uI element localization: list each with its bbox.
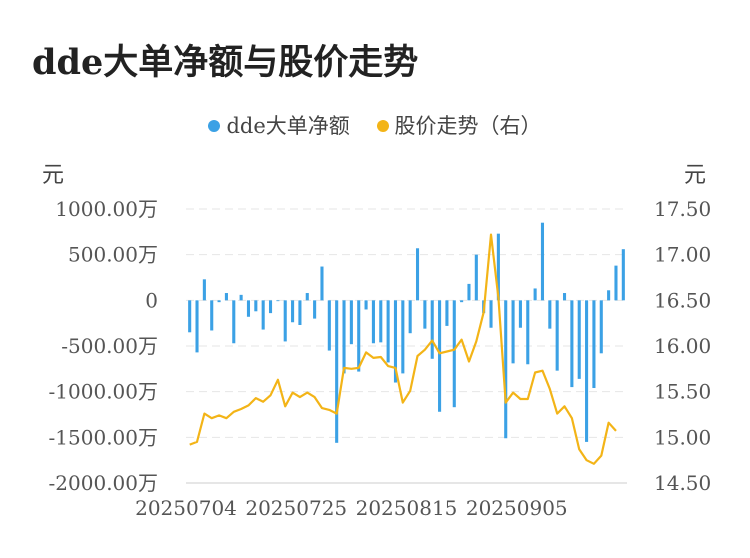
bar [533,288,537,301]
bar [349,300,353,345]
right-tick-label: 17.00 [654,243,711,267]
bar [607,290,611,301]
bar [585,300,589,442]
bar [504,300,508,439]
bar [548,300,552,329]
legend-item-dde[interactable]: dde大单净额 [208,110,350,140]
right-tick-label: 17.50 [654,197,711,221]
legend-item-price[interactable]: 股价走势（右） [376,110,542,140]
bar [371,300,375,344]
bar [210,300,214,331]
bar [526,300,530,365]
legend-label-dde: dde大单净额 [226,114,350,138]
bar [313,300,317,319]
chart-title: dde大单净额与股价走势 [32,42,419,83]
bar [364,300,368,310]
x-tick-label: 20250725 [245,496,347,520]
bar [511,300,515,364]
bar [438,300,442,412]
left-tick-label: -2000.00万 [49,471,158,495]
bar [291,300,295,323]
legend-label-price: 股价走势（右） [394,114,542,138]
bar [342,300,346,374]
right-tick-label: 15.50 [654,380,711,404]
bar [496,233,500,301]
left-tick-label: 1000.00万 [55,197,158,221]
bar [246,300,251,317]
bar [283,300,287,342]
line-series [189,233,617,465]
left-tick-label: -1000.00万 [49,380,158,404]
bar [562,293,567,301]
bar [224,293,228,301]
legend: dde大单净额 股价走势（右） [0,110,750,140]
legend-dot-dde-icon [208,120,221,132]
bar [614,265,618,301]
left-tick-label: -500.00万 [61,334,158,358]
bar [261,300,265,330]
bar [188,300,192,333]
bar [195,300,199,353]
axis-labels: 1000.00万 500.00万 0 -500.00万 -1000.00万 -1500.0… [49,197,712,520]
right-tick-label: 14.50 [654,471,711,495]
right-axis-unit: 元 [684,163,707,188]
bar [379,300,383,343]
bar [430,300,434,359]
bar [467,283,471,301]
bar [254,300,258,312]
bar [460,300,464,303]
bar [401,300,405,374]
bar [445,300,449,326]
bar [452,300,456,408]
x-tick-label: 20250704 [135,496,237,520]
bar [335,300,339,443]
price-line [189,233,617,465]
right-tick-label: 15.00 [654,425,711,449]
bar [276,300,280,302]
bar [423,300,427,329]
right-tick-label: 16.50 [654,288,711,312]
bar [592,300,596,389]
bar [599,300,603,354]
bar [320,266,324,301]
bar [305,293,309,301]
bar [518,300,522,328]
bar [408,300,412,334]
bar [415,248,420,301]
x-tick-label: 20250905 [466,496,568,520]
bar [555,300,559,371]
left-tick-label: 0 [145,288,158,312]
bar [577,300,581,379]
left-axis-unit: 元 [42,163,65,188]
bar [474,254,478,301]
bar [357,300,361,372]
x-tick-label: 20250815 [356,496,458,520]
bar [489,300,493,328]
bar [570,300,574,388]
bar [239,294,243,301]
bar [621,249,625,301]
bar [298,300,302,325]
bar [202,279,206,301]
legend-dot-price-icon [376,120,389,132]
bar [268,300,273,314]
bar [217,300,221,303]
bar [232,300,236,344]
left-tick-label: -1500.00万 [49,425,158,449]
grid-lines [186,208,627,484]
bar [393,300,398,383]
bar [540,222,545,301]
right-tick-label: 16.00 [654,334,711,358]
bar-series [188,222,625,443]
bar [386,300,390,363]
bar [327,300,331,351]
left-tick-label: 500.00万 [68,243,158,267]
